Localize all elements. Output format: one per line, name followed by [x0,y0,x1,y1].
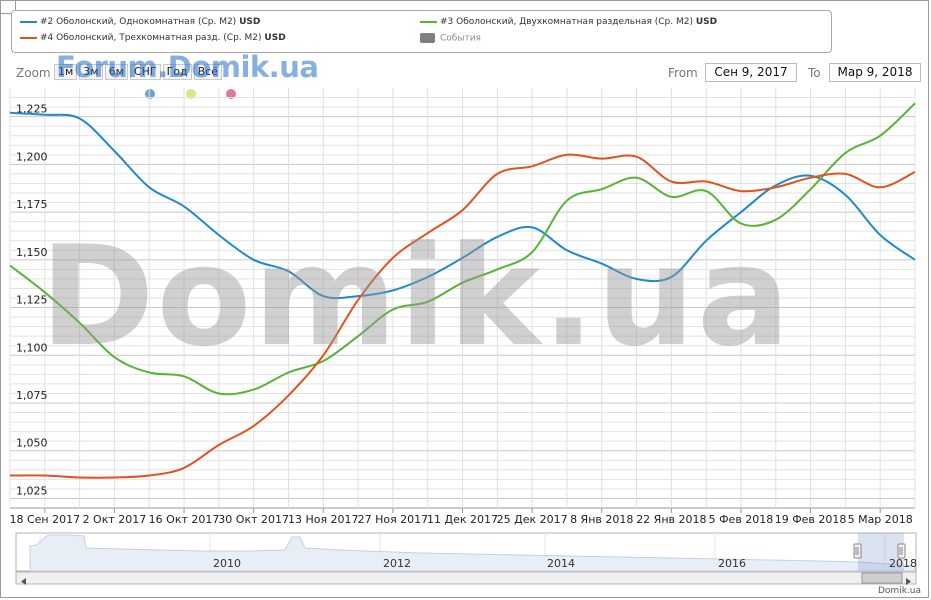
scroll-right-arrow-icon [906,578,911,585]
x-tick-label: 11 Дек 2017 [427,513,498,526]
legend-item-series-2[interactable]: #2 Оболонский, Однокомнатная (Ср. М2) US… [20,17,260,28]
scrollbar-thumb [861,572,903,584]
y-tick-label: 1,175 [16,198,48,211]
series-lines [9,102,916,479]
zoom-ytd-button[interactable]: СНГ [129,64,161,80]
y-tick-label: 1,125 [16,294,48,307]
x-tick-label: 25 Дек 2017 [497,513,568,526]
navigator-year-label: 2014 [547,557,575,570]
x-tick-label: 27 Ноя 2017 [358,513,429,526]
legend: #2 Оболонский, Однокомнатная (Ср. М2) US… [11,10,832,53]
x-tick-label: 8 Янв 2018 [570,513,633,526]
x-tick-label: 2 Окт 2017 [83,513,147,526]
legend-unit: USD [695,17,718,27]
x-tick-label: 19 Фев 2018 [775,513,847,526]
range-from-label: From [668,66,698,80]
legend-line-icon [420,20,437,23]
range-from-input[interactable]: Сен 9, 2017 [705,63,797,82]
x-tick-label: 5 Фев 2018 [709,513,774,526]
zoom-all-button[interactable]: Всё [193,64,222,80]
y-tick-label: 1,150 [16,246,48,259]
navigator-year-label: 2016 [718,557,746,570]
navigator-area [29,534,916,572]
x-tick-label: 13 Ноя 2017 [288,513,359,526]
series-line-2 [9,111,916,300]
range-to-label: To [808,66,821,80]
event-dot-pink[interactable] [226,89,236,99]
legend-item-events[interactable]: События [420,33,481,45]
y-tick-label: 1,200 [16,150,48,163]
credit-link[interactable]: Domik.ua [878,586,921,596]
x-tick-label: 22 Янв 2018 [636,513,706,526]
navigator-selection [858,533,904,571]
y-tick-label: 1,025 [16,484,48,497]
x-tick-label: 18 Сен 2017 [9,513,80,526]
range-to-input[interactable]: Мар 9, 2018 [829,63,921,82]
legend-label: #2 Оболонский, Однокомнатная (Ср. М2) [40,17,237,27]
navigator-year-label: 2018 [889,557,917,570]
zoom-label: Zoom [16,66,51,80]
y-axis-ticks: 1,025 1,050 1,075 1,100 1,125 1,150 1,175 1,200… [16,103,48,498]
legend-label: #3 Оболонский, Двухкомнатная раздельная … [440,17,693,27]
legend-line-icon [20,36,37,39]
x-tick-label: 16 Окт 2017 [149,513,220,526]
series-line-4 [9,153,916,479]
navigator[interactable]: 2010 2012 2014 2016 2018 [15,532,917,585]
legend-label: #4 Оболонский, Трехкомнатная разд. (Ср. … [40,33,262,43]
zoom-6m-button[interactable]: 6м [104,64,128,80]
grid [9,88,916,509]
navigator-year-label: 2010 [213,557,241,570]
zoom-year-button[interactable]: Год [162,64,192,80]
legend-item-series-3[interactable]: #3 Оболонский, Двухкомнатная раздельная … [420,17,717,28]
x-tick-label: 5 Мар 2018 [848,513,913,526]
legend-box-icon [420,33,435,43]
event-dot-blue[interactable] [145,89,155,99]
legend-unit: USD [239,17,261,27]
series-line-3 [9,102,916,396]
legend-line-icon [20,20,37,23]
y-tick-label: 1,075 [16,389,48,402]
zoom-3m-button[interactable]: 3м [79,64,103,80]
y-tick-label: 1,100 [16,341,48,354]
zoom-1m-button[interactable]: 1м [54,64,78,80]
legend-label: События [440,33,481,44]
scroll-left-arrow-icon [21,578,26,585]
legend-unit: USD [264,33,286,43]
zoom-buttons: 1м 3м 6м СНГ Год Всё [54,64,224,80]
y-tick-label: 1,225 [16,103,48,116]
x-tick-label: 30 Окт 2017 [218,513,289,526]
legend-item-series-4[interactable]: #4 Оболонский, Трехкомнатная разд. (Ср. … [20,33,286,44]
navigator-year-label: 2012 [383,557,411,570]
y-tick-label: 1,050 [16,437,48,450]
scrollbar-track [15,571,917,585]
event-dot-yellow[interactable] [186,89,196,99]
